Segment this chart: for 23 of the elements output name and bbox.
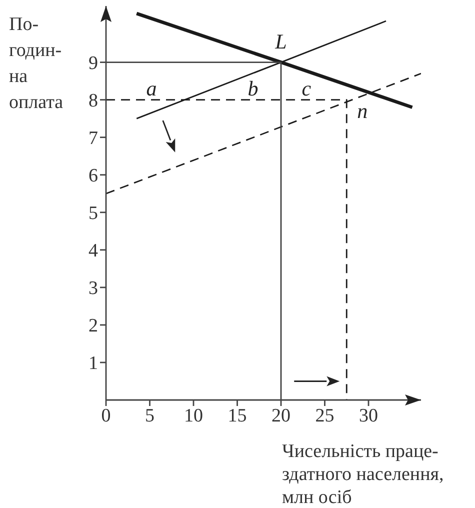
- annotation: n: [357, 99, 368, 124]
- y-tick-label: 6: [88, 166, 98, 187]
- y-axis-title: По- годин- на оплата: [9, 14, 64, 113]
- y-tick-label: 9: [88, 53, 98, 74]
- x-tick-label: 20: [272, 405, 290, 426]
- y-tick-label: 5: [88, 203, 98, 224]
- annotation: b: [248, 76, 258, 101]
- y-tick-label: 3: [88, 278, 98, 300]
- x-tick-label: 0: [101, 405, 111, 426]
- x-axis-title: Чисельність праце- здатного населення, млн осіб: [282, 441, 444, 508]
- y-tick-label: 8: [88, 90, 98, 112]
- y-tick-label: 7: [88, 128, 98, 150]
- x-tick-label: 25: [315, 405, 334, 426]
- annotation: L: [274, 30, 287, 54]
- y-tick-label: 1: [88, 353, 98, 374]
- x-tick-label: 10: [184, 405, 203, 426]
- annotation: a: [146, 76, 157, 101]
- y-tick-label: 2: [88, 316, 98, 337]
- annotation: c: [302, 76, 312, 101]
- x-tick-label: 15: [228, 405, 247, 426]
- y-tick-label: 4: [88, 240, 98, 262]
- x-tick-label: 30: [359, 405, 378, 426]
- x-tick-label: 5: [145, 405, 154, 426]
